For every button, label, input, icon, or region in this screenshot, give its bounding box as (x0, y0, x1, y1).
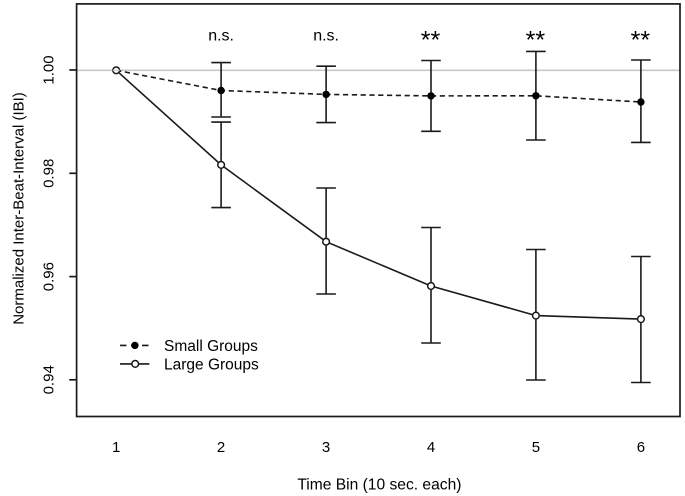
svg-text:**: ** (631, 26, 651, 54)
svg-text:n.s.: n.s. (208, 28, 234, 45)
svg-text:4: 4 (427, 439, 435, 456)
svg-text:1: 1 (112, 439, 120, 456)
svg-text:**: ** (421, 26, 441, 54)
svg-text:0.98: 0.98 (40, 159, 57, 188)
svg-text:Small Groups: Small Groups (164, 338, 258, 355)
svg-text:3: 3 (322, 439, 330, 456)
svg-text:**: ** (526, 26, 546, 54)
svg-text:6: 6 (637, 439, 645, 456)
svg-text:5: 5 (532, 439, 540, 456)
svg-text:Time Bin (10 sec. each): Time Bin (10 sec. each) (297, 477, 461, 494)
svg-text:Large Groups: Large Groups (164, 356, 259, 373)
svg-text:n.s.: n.s. (313, 28, 339, 45)
svg-text:0.94: 0.94 (40, 365, 57, 394)
svg-text:1.00: 1.00 (40, 55, 57, 84)
svg-text:Normalized Inter-Beat-Interval: Normalized Inter-Beat-Interval (IBI) (11, 92, 28, 325)
svg-text:0.96: 0.96 (40, 262, 57, 291)
svg-text:2: 2 (217, 439, 225, 456)
